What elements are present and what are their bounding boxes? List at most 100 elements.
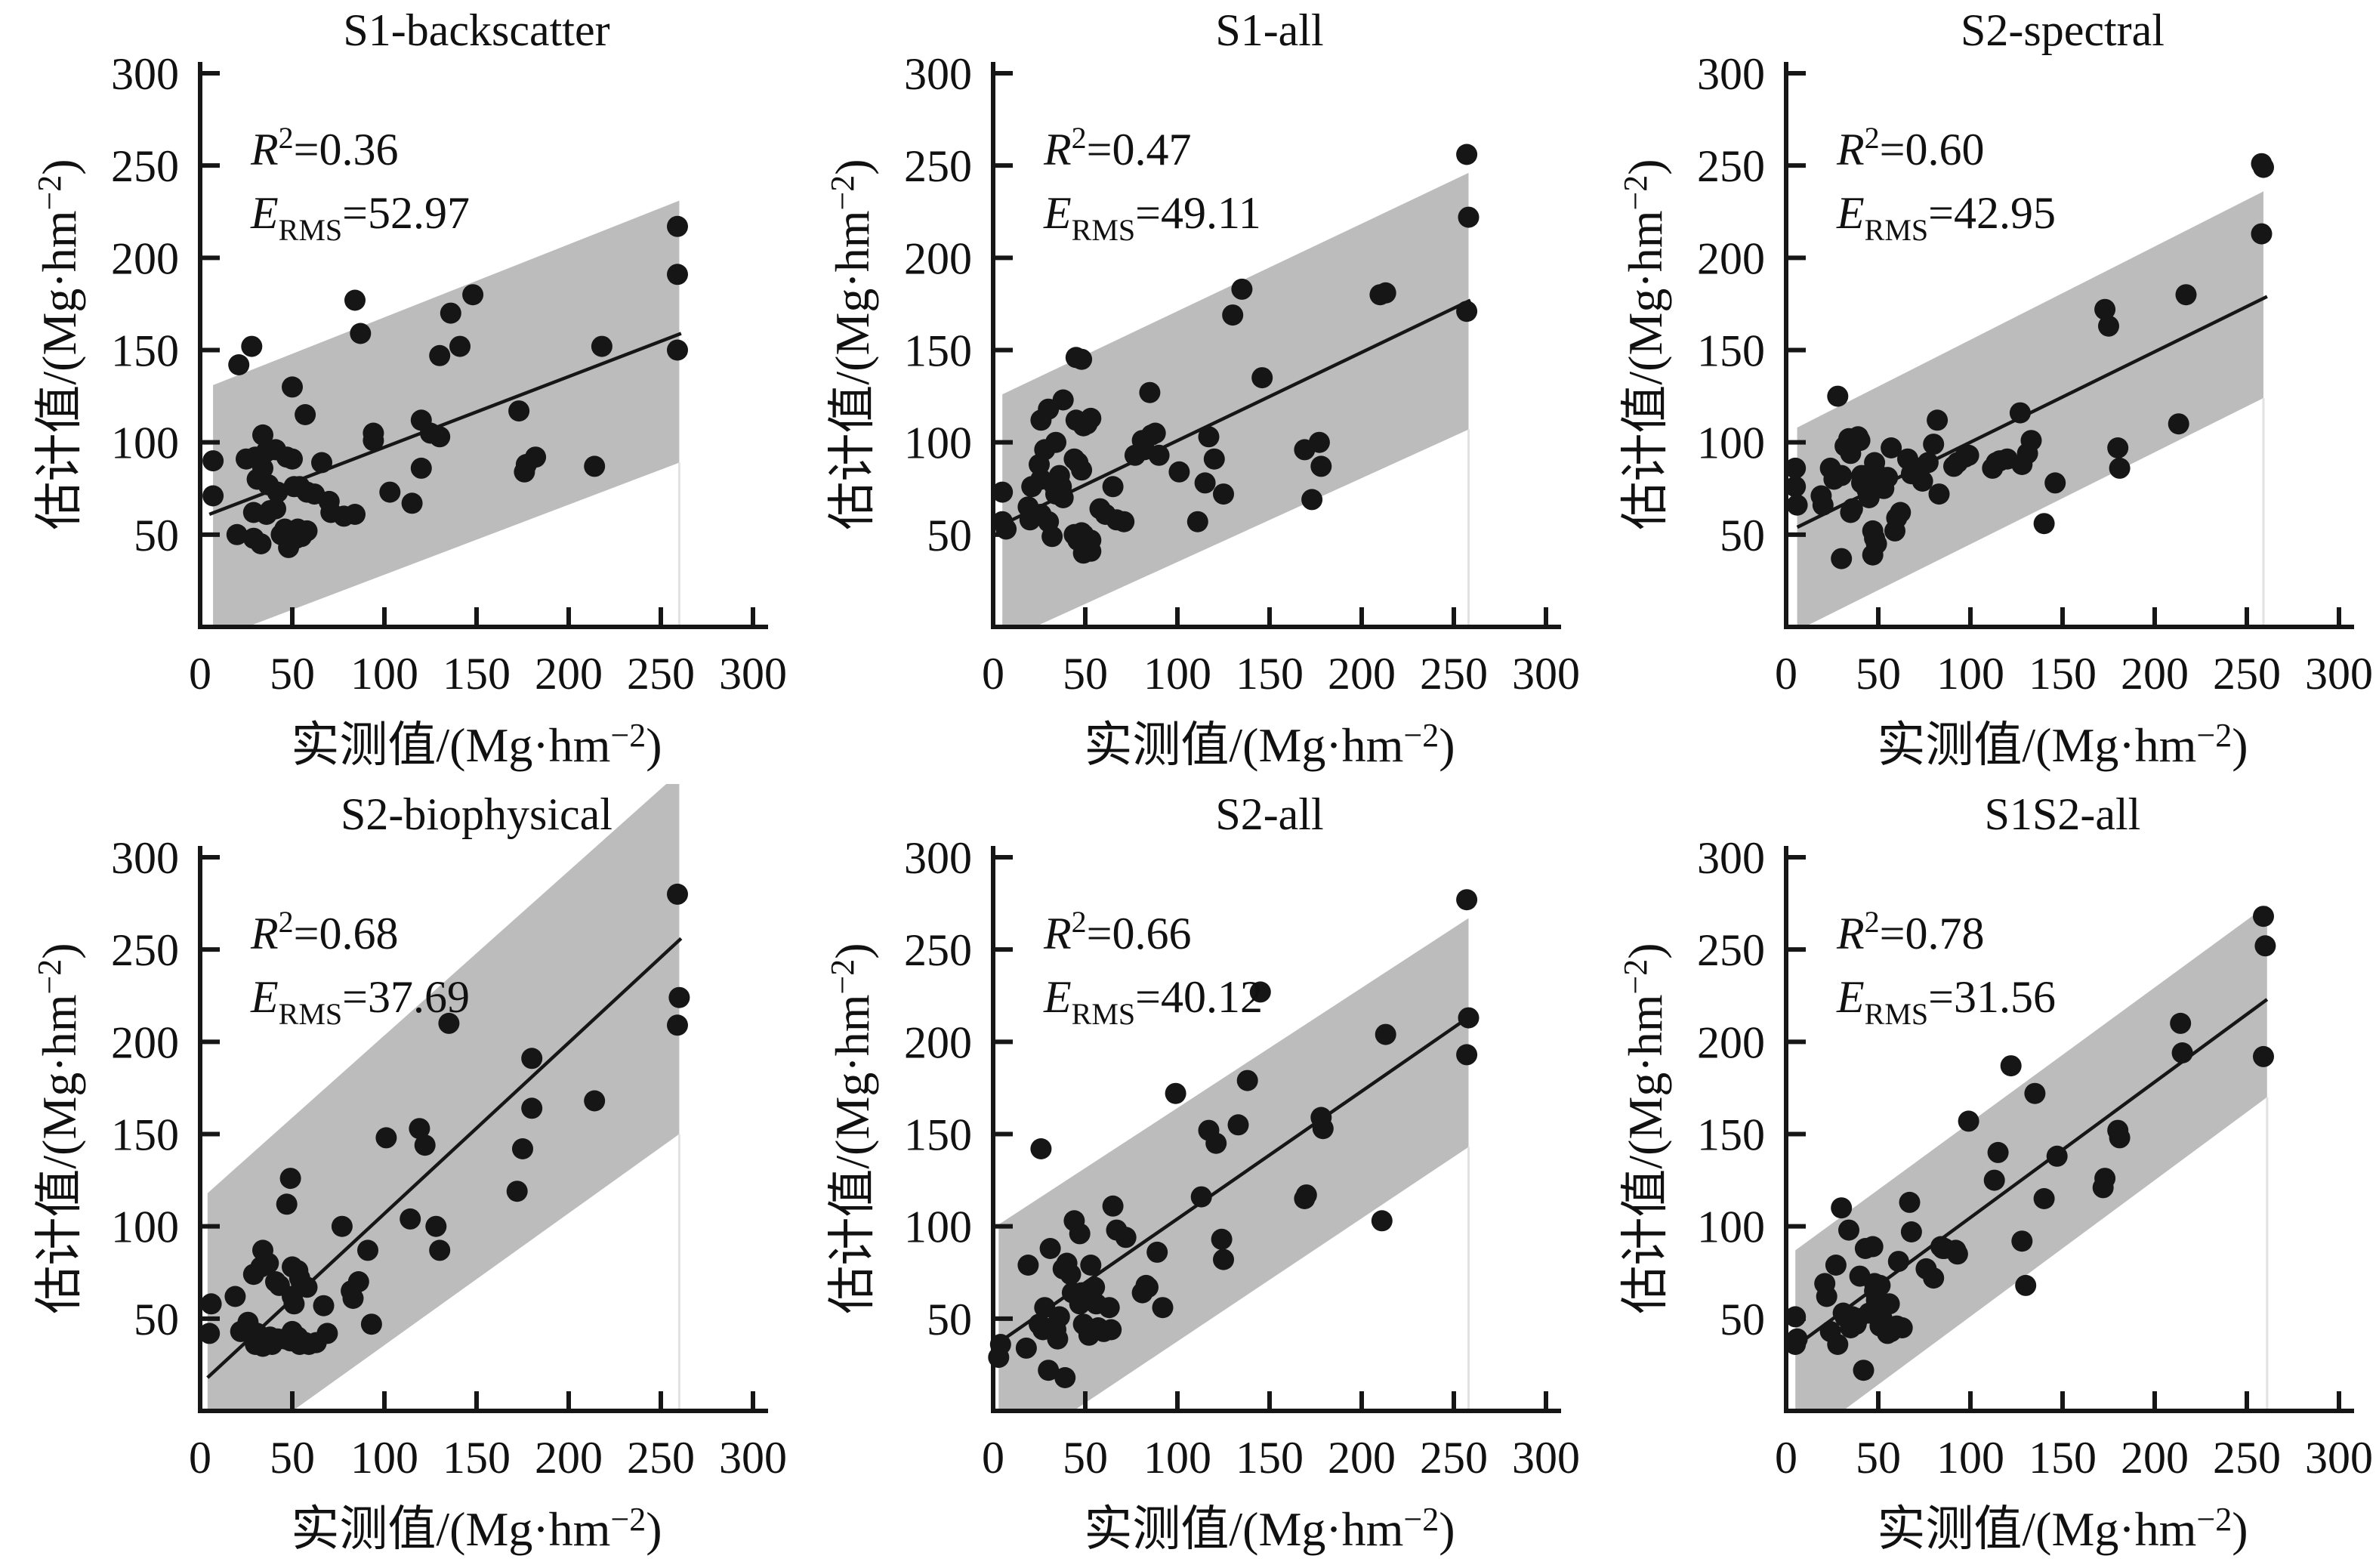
scatter-point: [1456, 144, 1478, 165]
scatter-point: [279, 1168, 301, 1190]
scatter-point: [667, 339, 688, 361]
scatter-point: [1165, 1082, 1186, 1104]
erms-annotation: ERMS=49.11: [1043, 188, 1261, 247]
y-tick-label: 300: [1697, 49, 1765, 99]
scatter-point: [2170, 1012, 2192, 1034]
scatter-point: [1849, 430, 1871, 452]
x-tick-label: 100: [350, 649, 418, 699]
y-tick-label: 200: [111, 233, 179, 283]
scatter-point: [316, 1323, 338, 1344]
scatter-point: [400, 1208, 421, 1230]
scatter-point: [282, 376, 303, 398]
r-squared-annotation: R2=0.36: [250, 121, 399, 174]
x-tick-label: 100: [1936, 649, 2004, 699]
scatter-point: [668, 986, 690, 1008]
scatter-point: [1203, 448, 1225, 470]
x-tick-label: 250: [1420, 1433, 1488, 1483]
x-axis-label: 实测值/(Mg·hm−2): [291, 1501, 662, 1556]
erms-annotation: ERMS=42.95: [1836, 188, 2056, 247]
plot-area: [1796, 191, 2268, 627]
scatter-point: [1038, 1360, 1060, 1381]
y-tick-label: 300: [111, 833, 179, 883]
scatter-point: [1827, 385, 1849, 407]
scatter-point: [1912, 471, 1933, 492]
scatter-point: [506, 1181, 528, 1202]
x-axis-label: 实测值/(Mg·hm−2): [291, 717, 662, 772]
scatter-point: [331, 1215, 353, 1237]
scatter-point: [250, 533, 272, 554]
scatter-points: [1785, 153, 2274, 569]
y-tick-label: 50: [1720, 511, 1765, 560]
x-tick-label: 50: [1063, 1433, 1108, 1483]
scatter-point: [1048, 1306, 1070, 1328]
x-tick-label: 200: [535, 1433, 603, 1483]
scatter-point: [521, 1048, 543, 1070]
r-squared-annotation: R2=0.60: [1836, 121, 1985, 174]
scatter-point: [1236, 1070, 1258, 1091]
scatter-point: [1887, 1251, 1909, 1273]
scatter-point: [1865, 533, 1887, 554]
r-squared-annotation: R2=0.66: [1043, 905, 1192, 958]
scatter-point: [311, 452, 332, 474]
x-tick-label: 100: [1936, 1433, 2004, 1483]
scatter-point: [2107, 437, 2129, 458]
scatter-point: [449, 335, 471, 357]
y-tick-label: 300: [111, 49, 179, 99]
scatter-point: [425, 1215, 447, 1237]
scatter-point: [1115, 1227, 1137, 1249]
x-tick-label: 200: [535, 649, 603, 699]
scatter-point: [1052, 389, 1074, 411]
scatter-point: [283, 1293, 305, 1315]
y-tick-label: 300: [1697, 833, 1765, 883]
scatter-point: [2171, 1042, 2193, 1063]
scatter-point: [584, 1090, 606, 1112]
scatter-point: [226, 523, 248, 545]
y-tick-label: 250: [1697, 141, 1765, 191]
scatter-point: [1891, 1317, 1913, 1338]
scatter-point: [462, 284, 484, 306]
y-axis-label: 估计值/(Mg·hm−2): [31, 943, 86, 1313]
scatter-point: [347, 1271, 369, 1292]
scatter-point: [401, 492, 423, 514]
scatter-point: [1877, 467, 1899, 489]
scatter-point: [1213, 483, 1234, 505]
scatter-point: [992, 481, 1014, 503]
y-tick-label: 200: [111, 1017, 179, 1067]
panel-s2-biophysical: 50 100 150 200 250 300 0 50 100 150 200 250 300 S2-bi…: [31, 784, 787, 1556]
scatter-point: [360, 1313, 382, 1335]
scatter-point: [667, 264, 688, 286]
x-tick-label: 200: [1328, 649, 1396, 699]
scatter-point: [1310, 455, 1332, 477]
x-tick-label: 250: [627, 1433, 695, 1483]
scatter-point: [1015, 1337, 1037, 1359]
scatter-point: [2254, 935, 2276, 957]
panel-title: S1S2-all: [1985, 789, 2141, 839]
y-tick-label: 200: [1697, 233, 1765, 283]
scatter-point: [363, 430, 384, 452]
scatter-point: [1983, 1169, 2005, 1191]
scatter-point: [375, 1127, 397, 1149]
scatter-point: [1102, 1195, 1124, 1217]
scatter-point: [1098, 1297, 1120, 1319]
panel-title: S1-backscatter: [343, 5, 609, 55]
y-axis-label: 估计值/(Mg·hm−2): [31, 159, 86, 529]
scatter-point: [1786, 494, 1808, 516]
y-tick-label: 200: [1697, 1017, 1765, 1067]
scatter-point: [296, 1276, 318, 1298]
scatter-point: [2046, 1145, 2068, 1167]
scatter-point: [1881, 437, 1902, 458]
scatter-point: [241, 335, 263, 357]
x-tick-label: 300: [1512, 1433, 1580, 1483]
scatter-point: [1812, 494, 1834, 516]
confidence-band: [1797, 191, 2263, 627]
scatter-point: [313, 1295, 335, 1316]
scatter-point: [2253, 1045, 2274, 1067]
fit-line: [999, 298, 1471, 527]
panel-s1s2-all: 50 100 150 200 250 300 0 50 100 150 200 250 300 S1S2-…: [1617, 789, 2373, 1556]
scatter-point: [1198, 426, 1220, 448]
y-tick-label: 250: [904, 925, 972, 975]
x-axis-label: 实测值/(Mg·hm−2): [1084, 717, 1455, 772]
scatter-point: [1899, 1191, 1921, 1213]
scatter-point: [1946, 1243, 1968, 1265]
scatter-point: [252, 424, 273, 446]
